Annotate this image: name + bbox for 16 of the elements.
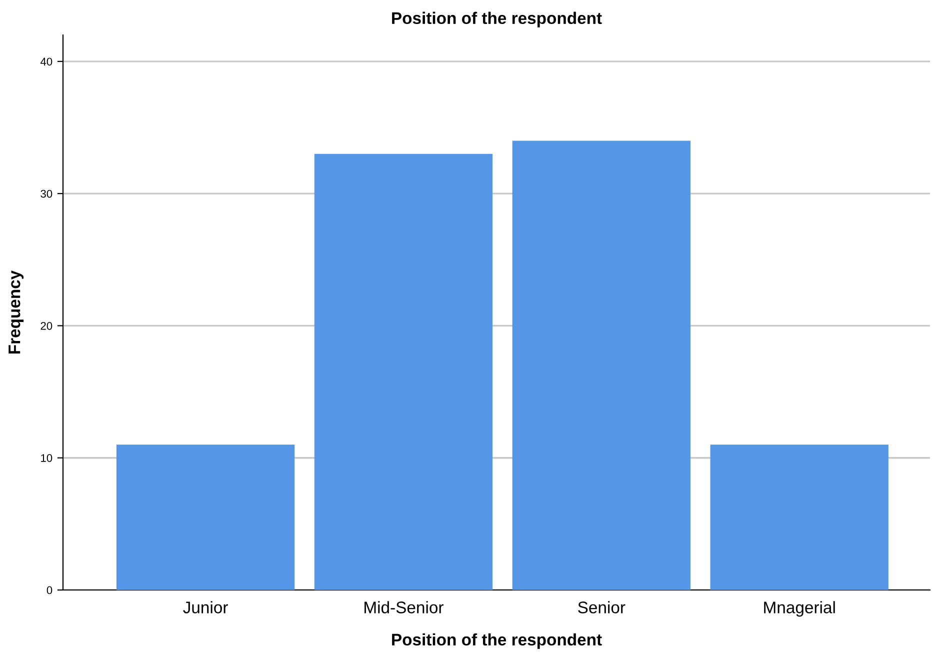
y-tick-label: 10 [41,454,52,462]
y-tick-label: 40 [40,58,52,66]
x-axis-title: Position of the respondent [392,633,602,649]
x-tick-label: Senior [578,601,626,614]
y-tick-label: 0 [46,586,52,594]
x-tick-label: Junior [183,601,228,614]
bar [710,444,888,590]
y-axis-title: Frequency [8,270,24,354]
x-tick-label: Mid-Senior [364,601,444,614]
bar [512,140,690,590]
y-tick-label: 30 [40,190,52,198]
y-tick-label: 20 [40,322,52,330]
bar [116,444,295,590]
bar [314,154,493,590]
chart-title: Position of the respondent [392,12,602,28]
x-tick-label: Mnagerial [764,601,835,617]
